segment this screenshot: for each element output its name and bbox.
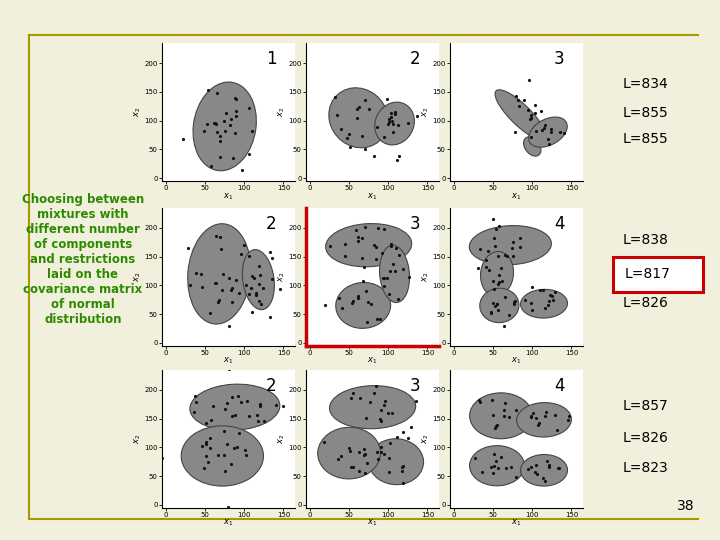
Ellipse shape <box>469 393 532 438</box>
Ellipse shape <box>181 426 264 486</box>
X-axis label: $x_1$: $x_1$ <box>511 191 522 201</box>
Text: L=823: L=823 <box>623 461 669 475</box>
Y-axis label: $x_2$: $x_2$ <box>276 107 287 117</box>
Ellipse shape <box>517 403 572 437</box>
Ellipse shape <box>330 386 415 429</box>
Ellipse shape <box>369 439 423 484</box>
Ellipse shape <box>374 102 415 145</box>
Ellipse shape <box>336 282 391 328</box>
Ellipse shape <box>329 88 388 148</box>
FancyBboxPatch shape <box>613 257 703 292</box>
Y-axis label: $x_2$: $x_2$ <box>420 107 431 117</box>
Text: 3: 3 <box>410 215 420 233</box>
X-axis label: $x_1$: $x_1$ <box>223 191 234 201</box>
Text: L=855: L=855 <box>623 106 669 120</box>
Y-axis label: $x_2$: $x_2$ <box>420 272 431 282</box>
X-axis label: $x_1$: $x_1$ <box>511 518 522 528</box>
X-axis label: $x_1$: $x_1$ <box>367 356 378 366</box>
Ellipse shape <box>188 224 251 324</box>
Ellipse shape <box>469 226 552 265</box>
Y-axis label: $x_2$: $x_2$ <box>132 272 143 282</box>
Text: 4: 4 <box>554 215 564 233</box>
Text: 4: 4 <box>554 377 564 395</box>
Text: 3: 3 <box>410 377 420 395</box>
Ellipse shape <box>243 249 274 309</box>
Y-axis label: $x_2$: $x_2$ <box>276 272 287 282</box>
Ellipse shape <box>523 137 541 156</box>
Text: L=838: L=838 <box>623 233 669 247</box>
Text: L=826: L=826 <box>623 431 669 446</box>
Text: 2: 2 <box>266 215 276 233</box>
X-axis label: $x_1$: $x_1$ <box>367 518 378 528</box>
Text: 2: 2 <box>266 377 276 395</box>
Ellipse shape <box>193 82 256 171</box>
Ellipse shape <box>521 289 567 318</box>
Ellipse shape <box>495 90 546 140</box>
X-axis label: $x_1$: $x_1$ <box>223 518 234 528</box>
Text: 3: 3 <box>554 50 564 68</box>
Text: 1: 1 <box>266 50 276 68</box>
Ellipse shape <box>521 455 567 486</box>
Ellipse shape <box>480 288 519 322</box>
Ellipse shape <box>469 446 524 486</box>
Text: L=855: L=855 <box>623 132 669 146</box>
Ellipse shape <box>318 427 380 479</box>
Y-axis label: $x_2$: $x_2$ <box>276 434 287 444</box>
Y-axis label: $x_2$: $x_2$ <box>132 107 143 117</box>
Ellipse shape <box>190 384 280 430</box>
X-axis label: $x_1$: $x_1$ <box>367 191 378 201</box>
Text: L=817: L=817 <box>624 267 670 281</box>
Ellipse shape <box>325 224 412 267</box>
X-axis label: $x_1$: $x_1$ <box>223 356 234 366</box>
Ellipse shape <box>480 252 513 296</box>
Y-axis label: $x_2$: $x_2$ <box>132 434 143 444</box>
Text: L=857: L=857 <box>623 399 669 413</box>
X-axis label: $x_1$: $x_1$ <box>511 356 522 366</box>
Y-axis label: $x_2$: $x_2$ <box>420 434 431 444</box>
Ellipse shape <box>528 117 567 147</box>
Text: Choosing between
mixtures with
different number
of components
and restrictions
l: Choosing between mixtures with different… <box>22 193 144 326</box>
Text: L=826: L=826 <box>623 296 669 310</box>
Text: L=834: L=834 <box>623 77 669 91</box>
Text: 2: 2 <box>410 50 420 68</box>
Ellipse shape <box>379 245 410 302</box>
Text: 38: 38 <box>678 499 695 513</box>
